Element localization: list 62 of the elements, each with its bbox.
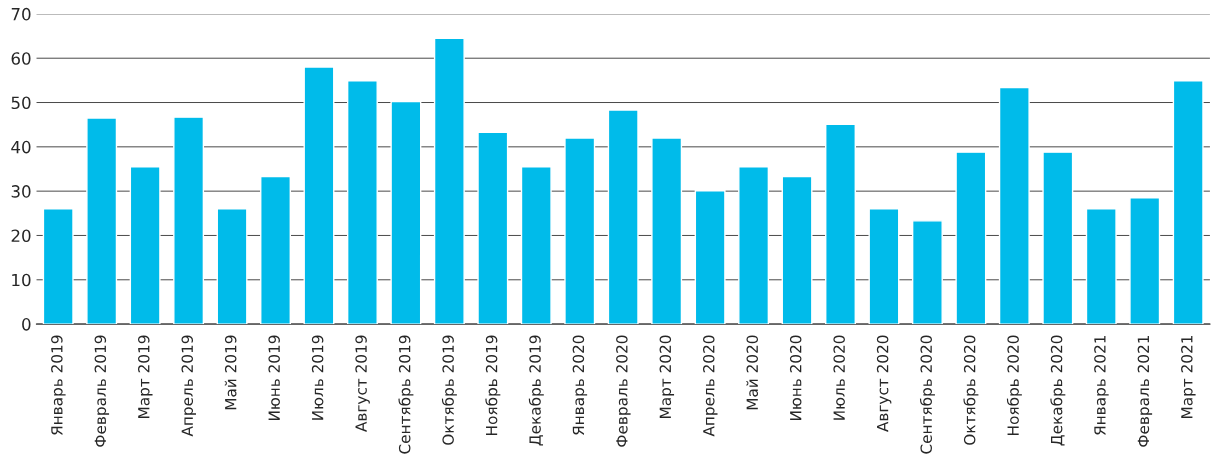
x-tick-label: Ноябрь 2019 bbox=[485, 335, 501, 435]
x-tick-label: Январь 2019 bbox=[51, 335, 66, 435]
y-tick-label: 70 bbox=[11, 7, 31, 21]
bar bbox=[868, 208, 900, 325]
y-tick-label: 30 bbox=[11, 185, 31, 198]
bar bbox=[433, 37, 465, 325]
x-tick-label: Март 2021 bbox=[1181, 335, 1196, 418]
bar bbox=[216, 208, 248, 325]
x-tick-label: Июнь 2019 bbox=[268, 335, 280, 421]
bar bbox=[694, 190, 726, 325]
x-tick-label: Июль 2019 bbox=[311, 335, 324, 420]
bar bbox=[1042, 151, 1074, 325]
bar bbox=[825, 123, 856, 325]
bar bbox=[260, 175, 291, 325]
x-tick-label: Декабрь 2020 bbox=[1050, 335, 1066, 446]
bar bbox=[738, 166, 770, 325]
x-tick-label: Январь 2021 bbox=[1094, 335, 1109, 435]
bar bbox=[1085, 208, 1117, 325]
bar bbox=[781, 175, 813, 325]
y-tick-label: 10 bbox=[12, 273, 31, 287]
bar bbox=[477, 131, 509, 325]
x-tick-label: Декабрь 2019 bbox=[528, 335, 544, 446]
bar bbox=[607, 109, 639, 325]
bar bbox=[520, 166, 552, 325]
bar bbox=[564, 137, 596, 325]
x-tick-label: Сентябрь 2020 bbox=[919, 335, 935, 454]
y-tick-label: 20 bbox=[11, 229, 31, 243]
bar bbox=[303, 66, 335, 325]
bar bbox=[173, 116, 205, 325]
x-tick-label: Февраль 2020 bbox=[616, 335, 631, 447]
x-tick-label: Февраль 2019 bbox=[94, 335, 110, 447]
x-tick-label: Апрель 2019 bbox=[181, 335, 196, 437]
x-tick-label: Апрель 2020 bbox=[703, 335, 718, 437]
x-tick-label: Июль 2020 bbox=[833, 335, 845, 420]
x-tick-label: Июнь 2020 bbox=[789, 335, 802, 421]
x-tick-label: Март 2019 bbox=[138, 335, 153, 418]
x-tick-label: Октябрь 2020 bbox=[963, 335, 979, 445]
x-tick-label: Январь 2020 bbox=[572, 335, 588, 435]
bar bbox=[390, 100, 422, 325]
x-tick-label: Октябрь 2019 bbox=[441, 335, 457, 445]
bar bbox=[42, 208, 74, 325]
bar bbox=[998, 86, 1030, 325]
x-tick-label: Май 2020 bbox=[746, 335, 759, 410]
bar bbox=[1129, 197, 1161, 325]
x-tick-label: Сентябрь 2019 bbox=[398, 335, 414, 454]
bar bbox=[129, 166, 161, 325]
x-tick-label: Август 2019 bbox=[355, 335, 370, 432]
y-tick-label: 60 bbox=[11, 52, 31, 65]
bar bbox=[346, 80, 378, 325]
bar bbox=[911, 220, 943, 325]
bar bbox=[955, 151, 987, 325]
bar bbox=[1172, 80, 1204, 325]
bar bbox=[651, 137, 683, 325]
bar bbox=[86, 117, 118, 325]
y-tick-label: 50 bbox=[11, 96, 31, 110]
x-tick-label: Август 2020 bbox=[876, 335, 892, 432]
x-tick-label: Февраль 2021 bbox=[1137, 335, 1153, 447]
y-tick-label: 40 bbox=[11, 140, 31, 154]
y-tick-label: 0 bbox=[22, 318, 31, 331]
x-tick-label: Март 2020 bbox=[659, 335, 675, 418]
x-tick-label: Май 2019 bbox=[224, 335, 237, 410]
x-tick-label: Ноябрь 2020 bbox=[1006, 335, 1022, 435]
